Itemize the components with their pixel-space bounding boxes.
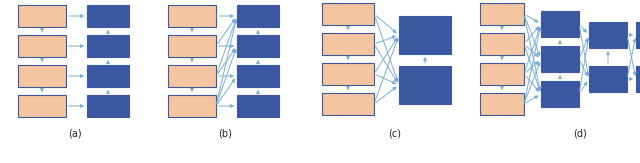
Text: (b): (b) bbox=[218, 128, 232, 138]
Bar bbox=[322, 3, 374, 25]
Bar bbox=[322, 33, 374, 55]
Bar bbox=[480, 63, 524, 85]
Bar bbox=[18, 95, 66, 117]
Bar bbox=[87, 35, 129, 57]
Bar bbox=[322, 93, 374, 115]
Bar bbox=[589, 22, 627, 48]
Bar bbox=[636, 66, 640, 92]
Bar bbox=[87, 95, 129, 117]
Bar bbox=[237, 35, 279, 57]
Bar bbox=[168, 5, 216, 27]
Text: (d): (d) bbox=[573, 128, 587, 138]
Bar bbox=[87, 65, 129, 87]
Bar bbox=[237, 65, 279, 87]
Bar bbox=[589, 66, 627, 92]
Bar bbox=[541, 81, 579, 107]
Bar bbox=[168, 35, 216, 57]
Bar bbox=[636, 22, 640, 48]
Bar bbox=[480, 3, 524, 25]
Bar bbox=[18, 65, 66, 87]
Bar bbox=[18, 5, 66, 27]
Bar bbox=[541, 11, 579, 37]
Bar bbox=[237, 5, 279, 27]
Bar bbox=[168, 95, 216, 117]
Bar bbox=[399, 66, 451, 104]
Bar bbox=[237, 95, 279, 117]
Bar bbox=[168, 65, 216, 87]
Bar bbox=[18, 35, 66, 57]
Text: (a): (a) bbox=[68, 128, 82, 138]
Bar bbox=[87, 5, 129, 27]
Bar bbox=[541, 46, 579, 72]
Bar bbox=[399, 16, 451, 54]
Bar bbox=[480, 33, 524, 55]
Text: (c): (c) bbox=[388, 128, 401, 138]
Bar bbox=[480, 93, 524, 115]
Bar bbox=[322, 63, 374, 85]
